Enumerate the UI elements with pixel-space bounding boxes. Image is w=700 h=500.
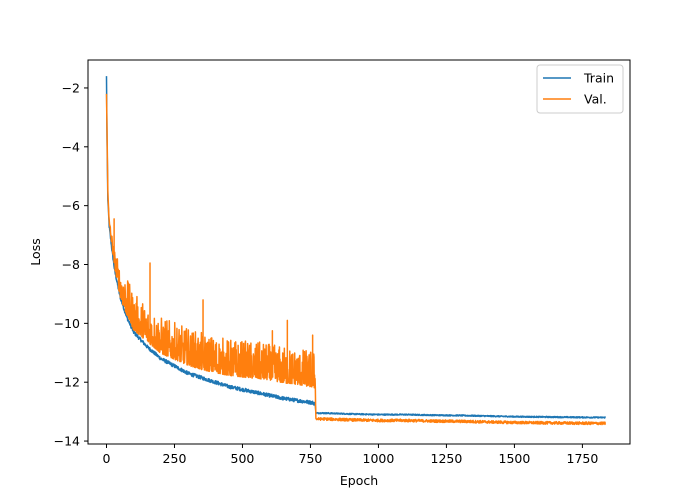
x-tick-label: 500 [231, 451, 255, 466]
x-tick-label: 1500 [499, 451, 531, 466]
plot-frame [87, 59, 631, 445]
y-tick-label: −2 [62, 80, 80, 95]
y-tick-label: −4 [62, 139, 80, 154]
series-layer [105, 76, 607, 426]
x-axis: 0 250 500 750 1000 1250 1500 1750 [103, 444, 599, 466]
x-tick-label: 750 [299, 451, 323, 466]
legend-label-val: Val. [584, 92, 607, 107]
x-tick-label: 1250 [431, 451, 463, 466]
y-tick-label: −8 [62, 257, 80, 272]
y-tick-label: −12 [54, 375, 80, 390]
legend-frame [536, 64, 624, 114]
x-tick-label: 250 [163, 451, 187, 466]
plot-background [88, 60, 630, 444]
y-tick-label: −14 [54, 434, 80, 449]
series-line-val [105, 93, 606, 426]
series-line-train [105, 76, 607, 419]
y-axis-title: Loss [28, 238, 43, 265]
legend-label-train: Train [583, 71, 614, 86]
legend: Train Val. [536, 64, 624, 114]
y-tick-label: −10 [54, 316, 80, 331]
x-tick-label: 1750 [567, 451, 599, 466]
x-axis-title: Epoch [340, 473, 378, 488]
x-tick-label: 1000 [363, 451, 395, 466]
y-axis: −2 −4 −6 −8 −10 −12 −14 [54, 80, 88, 449]
x-tick-label: 0 [103, 451, 111, 466]
y-tick-label: −6 [62, 198, 80, 213]
